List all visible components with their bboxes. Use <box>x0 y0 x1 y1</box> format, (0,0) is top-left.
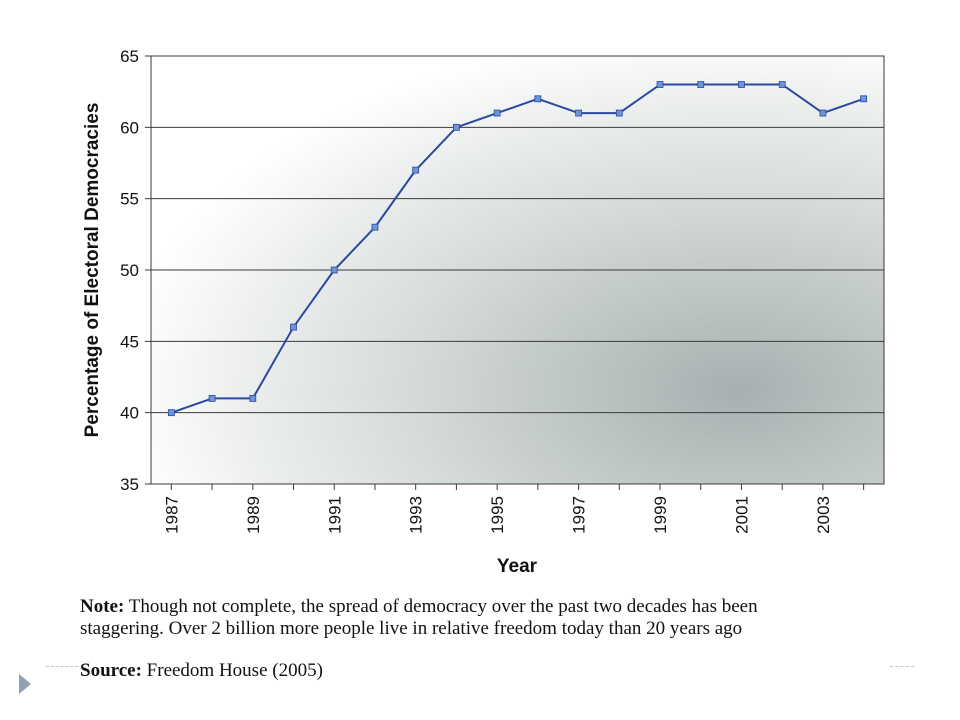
series-line <box>171 83 864 414</box>
slide-divider-right <box>890 666 914 667</box>
series <box>167 81 868 417</box>
note-line-2: staggering. Over 2 billion more people l… <box>80 618 743 639</box>
data-point <box>330 266 338 274</box>
source-text: Source: Freedom House (2005) <box>80 660 323 682</box>
data-point <box>615 109 623 117</box>
x-tick-label: 1991 <box>325 496 344 534</box>
data-point <box>860 95 868 103</box>
note-label: Note: <box>80 596 125 617</box>
grid-lines <box>151 55 884 485</box>
data-point <box>208 394 216 402</box>
data-point <box>290 323 297 331</box>
data-point <box>819 109 827 117</box>
y-tick-label: 50 <box>120 261 139 280</box>
y-tick-label: 60 <box>120 118 139 137</box>
data-point <box>371 223 379 231</box>
data-point <box>493 109 501 117</box>
slide-divider-left <box>46 666 78 667</box>
data-point <box>167 409 175 417</box>
data-point <box>697 81 705 88</box>
x-axis-label: Year <box>497 556 538 577</box>
x-tick-label: 2003 <box>814 496 833 534</box>
source-label: Source: <box>80 660 142 681</box>
x-tick-label: 1987 <box>162 496 181 534</box>
y-tick-label: 40 <box>120 404 139 423</box>
data-point <box>412 166 420 174</box>
source-value: Freedom House (2005) <box>146 660 323 681</box>
x-tick-label: 1995 <box>488 496 507 534</box>
x-tick-label: 1989 <box>244 496 263 534</box>
y-tick-label: 65 <box>120 47 139 66</box>
x-tick-label: 1997 <box>570 496 589 534</box>
y-tick-label: 35 <box>120 475 139 494</box>
x-tick-label: 1999 <box>651 496 670 534</box>
data-point <box>656 81 664 88</box>
y-tick-label: 45 <box>120 332 139 351</box>
x-tick-label: 1993 <box>407 496 426 534</box>
x-axis: 1987 1989 1991 1993 1995 1997 1999 2001 2003 <box>162 484 865 534</box>
note-text: Note: Though not complete, the spread of… <box>80 596 900 640</box>
data-point <box>249 394 257 402</box>
data-point <box>453 123 460 131</box>
x-tick-label: 2001 <box>732 496 751 534</box>
y-axis-label: Percentage of Electoral Democracies <box>82 103 103 438</box>
y-axis: 35 40 45 50 55 60 65 <box>120 47 151 494</box>
data-point <box>575 109 582 117</box>
data-point <box>778 81 786 88</box>
triangle-bullet-icon <box>19 674 31 694</box>
data-point <box>738 81 745 88</box>
y-tick-label: 55 <box>120 190 139 209</box>
note-line-1: Though not complete, the spread of democ… <box>128 596 758 617</box>
data-point <box>534 95 542 103</box>
